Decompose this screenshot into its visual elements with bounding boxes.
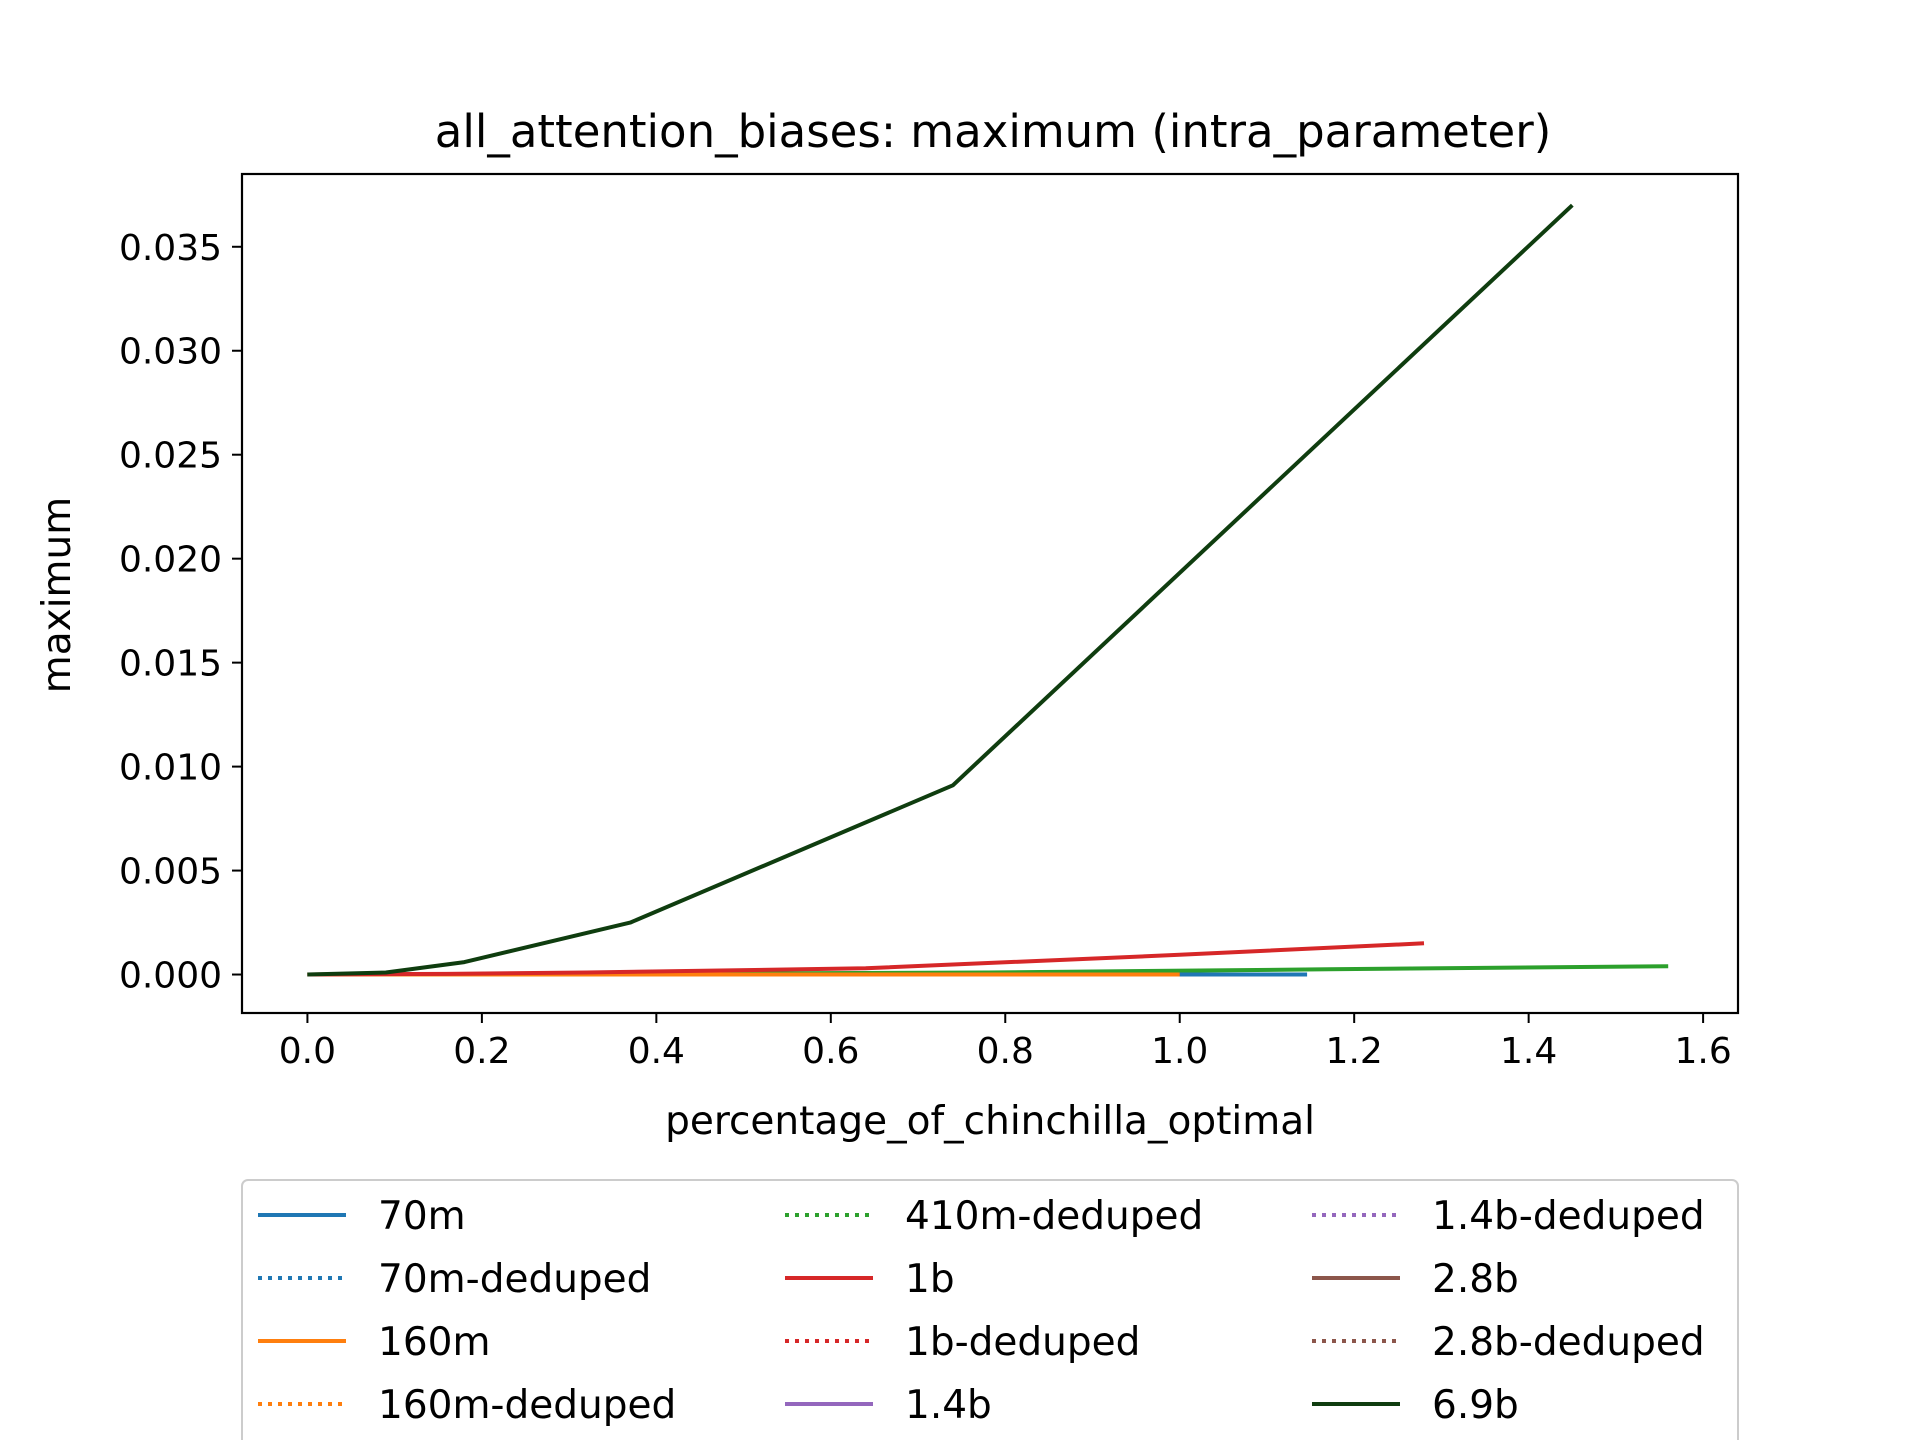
plot-frame	[240, 172, 1740, 1015]
y-tick-label: 0.035	[119, 228, 222, 269]
series-line-6-9b	[307, 203, 1574, 977]
legend-label: 1b-deduped	[905, 1320, 1140, 1365]
y-axis-label: maximum	[35, 497, 80, 694]
x-tick-label: 0.0	[279, 1031, 336, 1072]
x-tick-label: 0.4	[628, 1031, 685, 1072]
y-tick-label: 0.020	[119, 540, 222, 581]
x-axis-label: percentage_of_chinchilla_optimal	[665, 1099, 1315, 1144]
y-tick-label: 0.000	[119, 956, 222, 997]
x-tick-label: 0.2	[453, 1031, 510, 1072]
plot-lines	[307, 203, 1669, 977]
legend-label: 410m-deduped	[905, 1194, 1203, 1239]
x-tick-label: 1.4	[1500, 1031, 1557, 1072]
legend-frame	[241, 1179, 1739, 1440]
y-tick-label: 0.030	[119, 332, 222, 373]
legend-label: 2.8b	[1432, 1257, 1519, 1302]
x-tick-label: 0.6	[802, 1031, 859, 1072]
legend-label: 6.9b	[1432, 1383, 1519, 1428]
x-tick-label: 1.6	[1674, 1031, 1731, 1072]
y-tick-label: 0.010	[119, 748, 222, 789]
legend-label: 1.4b	[905, 1383, 992, 1428]
legend-items: 70m 70m-deduped 160m 160m-deduped 410m-dedup…	[258, 1194, 1705, 1428]
legend-label: 70m-deduped	[378, 1257, 651, 1302]
x-tick-label: 1.2	[1326, 1031, 1383, 1072]
y-tick-label: 0.015	[119, 644, 222, 685]
legend: 70m 70m-deduped 160m 160m-deduped 410m-dedup…	[241, 1179, 1739, 1440]
legend-label: 2.8b-deduped	[1432, 1320, 1705, 1365]
legend-label: 1b	[905, 1257, 955, 1302]
legend-label: 160m	[378, 1320, 490, 1365]
y-tick-label: 0.025	[119, 436, 222, 477]
x-tick-label: 0.8	[977, 1031, 1034, 1072]
legend-label: 1.4b-deduped	[1432, 1194, 1705, 1239]
x-tick-label: 1.0	[1151, 1031, 1208, 1072]
chart-title: all_attention_biases: maximum (intra_par…	[435, 105, 1552, 158]
y-tick-label: 0.005	[119, 852, 222, 893]
y-axis: 0.000 0.005 0.010 0.015 0.020 0.025 0.030 0.035	[119, 228, 242, 997]
legend-label: 70m	[378, 1194, 466, 1239]
x-axis: 0.0 0.2 0.4 0.6 0.8 1.0 1.2 1.4 1.6	[279, 1013, 1732, 1072]
legend-label: 160m-deduped	[378, 1383, 676, 1428]
series-line-1b	[307, 941, 1425, 977]
